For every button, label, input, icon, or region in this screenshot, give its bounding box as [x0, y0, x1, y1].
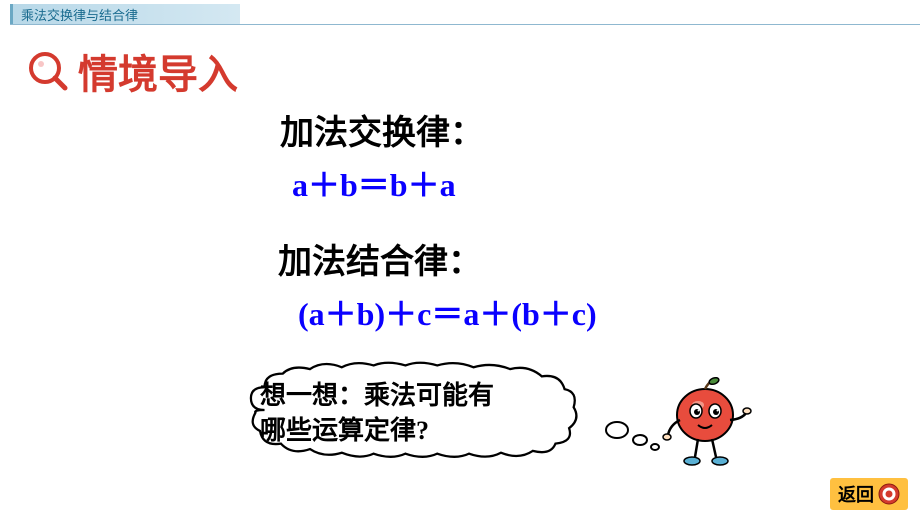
apple-character-icon: [660, 375, 755, 470]
breadcrumb-text: 乘法交换律与结合律: [21, 5, 138, 24]
page-title: 情境导入: [78, 42, 238, 100]
magnifier-icon: [28, 51, 68, 91]
commutative-formula: a＋b＝b＋a: [292, 160, 597, 206]
thought-bubble: 想一想：乘法可能有 哪些运算定律?: [220, 360, 600, 480]
commutative-title: 加法交换律：: [280, 105, 597, 154]
target-icon: [878, 483, 900, 505]
thought-line2: 哪些运算定律?: [260, 416, 429, 445]
main-content: 加法交换律： a＋b＝b＋a 加法结合律： (a＋b)＋c＝a＋(b＋c): [280, 105, 597, 335]
associative-formula: (a＋b)＋c＝a＋(b＋c): [298, 289, 597, 335]
title-section: 情境导入: [28, 42, 238, 100]
return-label: 返回: [838, 481, 874, 507]
bubble-dots-icon: [605, 415, 665, 455]
thought-line1: 想一想：乘法可能有: [260, 381, 494, 410]
associative-title: 加法结合律：: [278, 234, 597, 283]
header-divider: [10, 24, 920, 25]
return-button[interactable]: 返回: [830, 478, 908, 510]
thought-text: 想一想：乘法可能有 哪些运算定律?: [260, 378, 494, 448]
header-bar: 乘法交换律与结合律: [10, 4, 240, 24]
